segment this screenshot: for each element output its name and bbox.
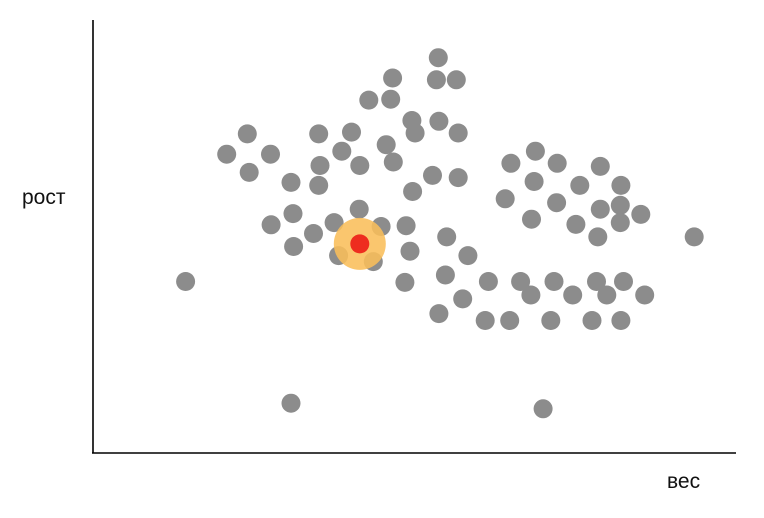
data-point	[217, 144, 237, 164]
data-point	[590, 199, 610, 219]
data-point	[631, 204, 651, 224]
data-point	[448, 123, 468, 143]
data-point	[304, 224, 323, 243]
data-point	[611, 311, 631, 330]
data-point	[448, 168, 468, 188]
data-point	[403, 182, 423, 201]
data-point	[541, 311, 561, 330]
data-point	[426, 70, 446, 90]
data-point	[525, 141, 545, 161]
data-point	[590, 156, 610, 176]
data-point	[428, 48, 448, 68]
data-point	[359, 90, 379, 110]
data-point	[544, 272, 564, 291]
data-point	[453, 289, 473, 309]
data-point	[500, 311, 520, 330]
data-point	[396, 216, 416, 236]
data-point	[521, 285, 541, 305]
data-point	[582, 311, 602, 330]
data-point	[429, 111, 449, 131]
data-point	[458, 246, 478, 266]
highlight-group	[333, 217, 386, 270]
x-axis-label: вес	[667, 470, 701, 493]
y-axis-label: рост	[22, 186, 66, 209]
data-point	[614, 272, 633, 291]
data-points	[176, 48, 704, 419]
highlight-point	[350, 234, 370, 254]
data-point	[611, 175, 631, 195]
data-point	[587, 272, 606, 291]
data-point	[400, 241, 420, 261]
data-point	[429, 304, 449, 324]
data-point	[283, 204, 303, 224]
data-point	[239, 162, 259, 182]
data-point	[284, 237, 304, 256]
data-point	[261, 215, 281, 235]
data-point	[588, 227, 608, 247]
data-point	[376, 135, 396, 155]
data-point	[511, 272, 531, 291]
data-point	[309, 175, 329, 195]
data-point	[533, 399, 553, 419]
data-point	[237, 124, 257, 144]
data-point	[437, 227, 457, 247]
data-point	[261, 144, 280, 164]
data-point	[310, 156, 330, 175]
data-point	[547, 153, 567, 173]
data-point	[395, 272, 415, 292]
data-point	[563, 285, 583, 305]
data-point	[478, 272, 498, 291]
data-point	[383, 68, 403, 88]
data-point	[332, 141, 352, 161]
data-point	[610, 195, 630, 215]
data-point	[423, 165, 442, 185]
data-point	[435, 265, 455, 285]
data-point	[635, 285, 655, 305]
data-point	[566, 214, 586, 234]
data-point	[383, 152, 403, 172]
data-point	[342, 122, 361, 142]
data-point	[350, 156, 370, 175]
data-point	[570, 175, 590, 195]
data-point	[405, 123, 425, 143]
data-point	[597, 285, 617, 305]
data-point	[349, 199, 369, 219]
data-point	[547, 193, 567, 213]
data-point	[309, 124, 329, 144]
data-point	[281, 393, 301, 413]
data-point	[381, 89, 401, 109]
data-point	[501, 153, 521, 173]
data-point	[324, 213, 344, 233]
data-point	[522, 209, 541, 229]
data-point	[446, 70, 466, 90]
data-point	[475, 311, 495, 330]
data-point	[610, 213, 630, 233]
data-point	[495, 189, 515, 209]
data-point	[684, 227, 704, 247]
data-point	[176, 272, 196, 291]
data-point	[524, 172, 544, 191]
data-point	[281, 172, 301, 192]
